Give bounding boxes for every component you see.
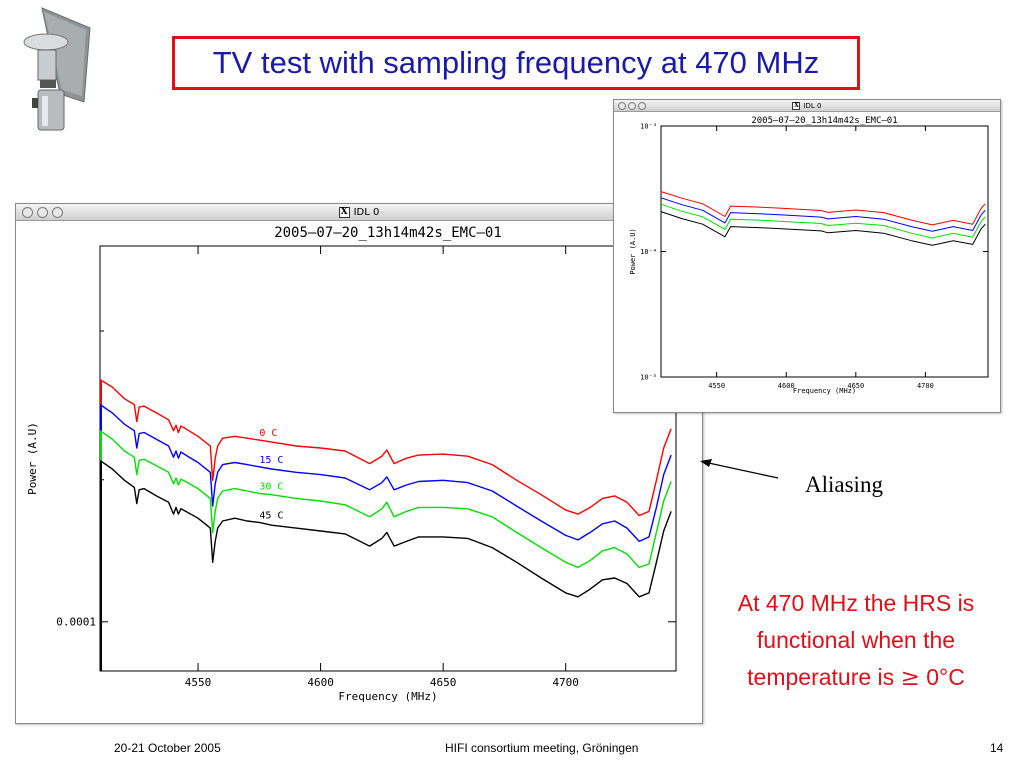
chart-title: 2005—07—20_13h14m42s_EMC—01 (751, 116, 897, 126)
footer-page-number: 14 (990, 741, 1004, 755)
series-line-0 (660, 191, 986, 226)
y-axis-label: Power (A.U) (26, 422, 39, 495)
inset-x11-icon: X (792, 101, 801, 110)
chart-main: 2005—07—20_13h14m42s_EMC—01 4550 4600 4650 4… (26, 225, 677, 703)
x-tick-label: 4700 (552, 676, 579, 689)
window-zoom-icon[interactable] (52, 206, 63, 218)
x-axis-label: Frequency (MHz) (793, 387, 856, 395)
x-tick-label: 4550 (708, 382, 725, 390)
footer-date: 20-21 October 2005 (114, 741, 221, 755)
x-tick-label: 4600 (778, 382, 795, 390)
y-tick-label: 10⁻⁴ (640, 248, 657, 256)
inset-window-close-icon[interactable] (618, 101, 626, 110)
y-axis-label: Power (A.U) (629, 228, 637, 274)
window-close-icon[interactable] (22, 206, 33, 218)
series-line-15-c (99, 403, 672, 543)
inset-window-title-bar[interactable]: X IDL 0 (614, 100, 1000, 112)
x-tick-label: 4600 (307, 676, 334, 689)
series-line-2 (660, 203, 986, 239)
series-label-30-c: 30 C (259, 481, 283, 492)
plot-frame (660, 125, 989, 378)
x-tick-label: 4650 (430, 676, 457, 689)
series-label-0-c: 0 C (259, 428, 277, 439)
x11-icon: X (338, 206, 350, 218)
series-line-45-c (99, 459, 672, 598)
note-line-3-suffix: 0°C (919, 664, 965, 690)
arrow-icon (700, 459, 779, 479)
note-line-3-prefix: temperature is (747, 664, 901, 690)
note-line-3: temperature is ≥ 0°C (700, 659, 1012, 697)
idl-window-main[interactable]: X IDL 0 2005—07—20_13h14m42s_EMC—01 4550 4… (15, 203, 703, 724)
window-minimize-icon[interactable] (37, 206, 48, 218)
note-symbol: ≥ (900, 665, 920, 691)
x-tick-label: 4700 (917, 382, 934, 390)
note-line-1: At 470 MHz the HRS is (737, 590, 975, 616)
x-tick-label: 4650 (847, 382, 864, 390)
x-axis-label: Frequency (MHz) (338, 690, 437, 703)
x-tick-label: 4550 (185, 676, 212, 689)
series-line-3 (660, 211, 986, 246)
slide-title: TV test with sampling frequency at 470 M… (172, 36, 860, 90)
series-line-30-c (99, 430, 672, 569)
window-title: IDL 0 (353, 206, 380, 218)
chart-title: 2005—07—20_13h14m42s_EMC—01 (274, 225, 502, 241)
y-tick-label: 10⁻³ (640, 122, 657, 130)
footer-meeting: HIFI consortium meeting, Gröningen (445, 741, 639, 755)
inset-window-title: IDL 0 (803, 101, 822, 110)
plot-frame (99, 245, 677, 672)
series-label-15-c: 15 C (259, 455, 283, 466)
aliasing-label: Aliasing (805, 472, 883, 497)
idl-window-inset[interactable]: X IDL 0 2005—07—20_13h14m42s_EMC—01 4550 4… (613, 99, 1001, 413)
inset-window-minimize-icon[interactable] (628, 101, 636, 110)
series-line-1 (660, 197, 986, 232)
chart-inset: 2005—07—20_13h14m42s_EMC—01 4550 4600 4650 4… (629, 116, 989, 395)
inset-window-zoom-icon[interactable] (638, 101, 646, 110)
y-tick-label: 0.0001 (56, 615, 96, 628)
series-label-45-c: 45 C (259, 510, 283, 521)
window-title-bar[interactable]: X IDL 0 (16, 204, 702, 221)
series-line-0-c (99, 379, 672, 517)
satellite-logo-icon (23, 7, 91, 131)
note-line-2: functional when the (756, 627, 956, 653)
y-tick-label: 10⁻⁵ (640, 373, 657, 381)
conclusion-note: At 470 MHz the HRS is functional when th… (700, 585, 1012, 697)
